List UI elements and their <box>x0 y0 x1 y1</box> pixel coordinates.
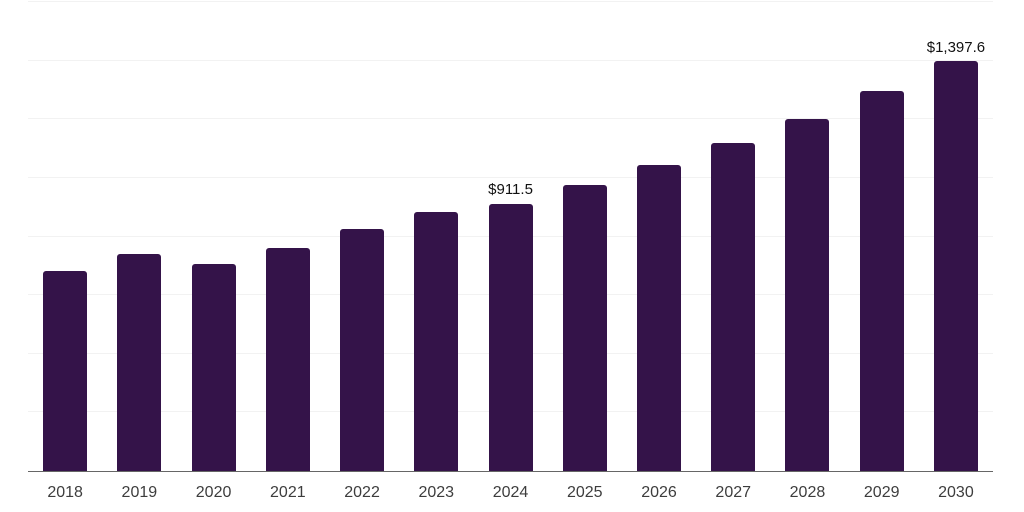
data-label-2030: $1,397.6 <box>926 38 986 56</box>
bar-group-2018 <box>43 270 88 471</box>
x-tick-2024: 2024 <box>492 484 529 501</box>
bar-group-2029 <box>859 90 904 471</box>
bar-slot-2023 <box>399 2 473 471</box>
bar-group-2028 <box>785 119 830 471</box>
bar-2028 <box>785 119 830 471</box>
bar-group-2027 <box>711 143 756 471</box>
bar-slot-2025 <box>548 2 622 471</box>
bar-2024 <box>488 203 533 471</box>
bar-2019 <box>117 254 162 471</box>
x-tick-2029: 2029 <box>863 484 900 501</box>
gridline <box>28 118 993 120</box>
bar-slot-2029 <box>845 2 919 471</box>
data-label-2024: $911.5 <box>488 181 533 199</box>
gridline <box>28 1 993 2</box>
bar-group-2023 <box>414 212 459 471</box>
bar-slot-2030: $1,397.6 <box>919 2 993 471</box>
bar-2018 <box>43 270 88 471</box>
bar-slot-2019 <box>102 2 176 471</box>
x-axis-labels: 2018 2019 2020 2021 2022 2023 2024 2025 2026 2027… <box>28 483 993 503</box>
gridline <box>28 59 993 61</box>
bar-group-2024: $911.5 <box>488 182 533 471</box>
x-tick-2021: 2021 <box>270 484 306 501</box>
bars-container: $911.5 $1,397.6 <box>28 2 993 471</box>
x-tick-2030: 2030 <box>938 484 974 501</box>
bar-2020 <box>191 264 236 471</box>
bar-group-2019 <box>117 254 162 471</box>
bar-group-2025 <box>562 184 607 471</box>
gridline <box>28 176 993 178</box>
x-tick-2028: 2028 <box>789 484 826 501</box>
bar-2029 <box>859 90 904 471</box>
bar-slot-2020 <box>176 2 250 471</box>
bar-2030 <box>933 61 978 471</box>
bar-group-2022 <box>340 229 385 471</box>
x-tick-2023: 2023 <box>418 484 455 501</box>
x-tick-2018: 2018 <box>47 484 83 501</box>
bar-group-2020 <box>191 264 236 471</box>
x-tick-2027: 2027 <box>715 484 752 501</box>
bar-2022 <box>340 229 385 471</box>
bar-slot-2026 <box>622 2 696 471</box>
bar-slot-2021 <box>251 2 325 471</box>
plot-area: $911.5 $1,397.6 <box>28 1 993 472</box>
bar-2027 <box>711 143 756 471</box>
bar-2021 <box>265 247 310 471</box>
bar-slot-2022 <box>325 2 399 471</box>
bar-2025 <box>562 184 607 471</box>
bar-2023 <box>414 212 459 471</box>
x-tick-2019: 2019 <box>121 484 158 501</box>
x-tick-2026: 2026 <box>641 484 677 501</box>
bar-2026 <box>636 164 681 471</box>
x-tick-2022: 2022 <box>344 484 380 501</box>
bar-slot-2028 <box>770 2 844 471</box>
bar-slot-2018 <box>28 2 102 471</box>
bar-slot-2024: $911.5 <box>473 2 547 471</box>
bar-slot-2027 <box>696 2 770 471</box>
bar-group-2030: $1,397.6 <box>926 38 986 471</box>
bar-group-2026 <box>636 164 681 471</box>
x-tick-2020: 2020 <box>195 484 232 501</box>
x-tick-2025: 2025 <box>566 484 603 501</box>
bar-group-2021 <box>265 247 310 471</box>
